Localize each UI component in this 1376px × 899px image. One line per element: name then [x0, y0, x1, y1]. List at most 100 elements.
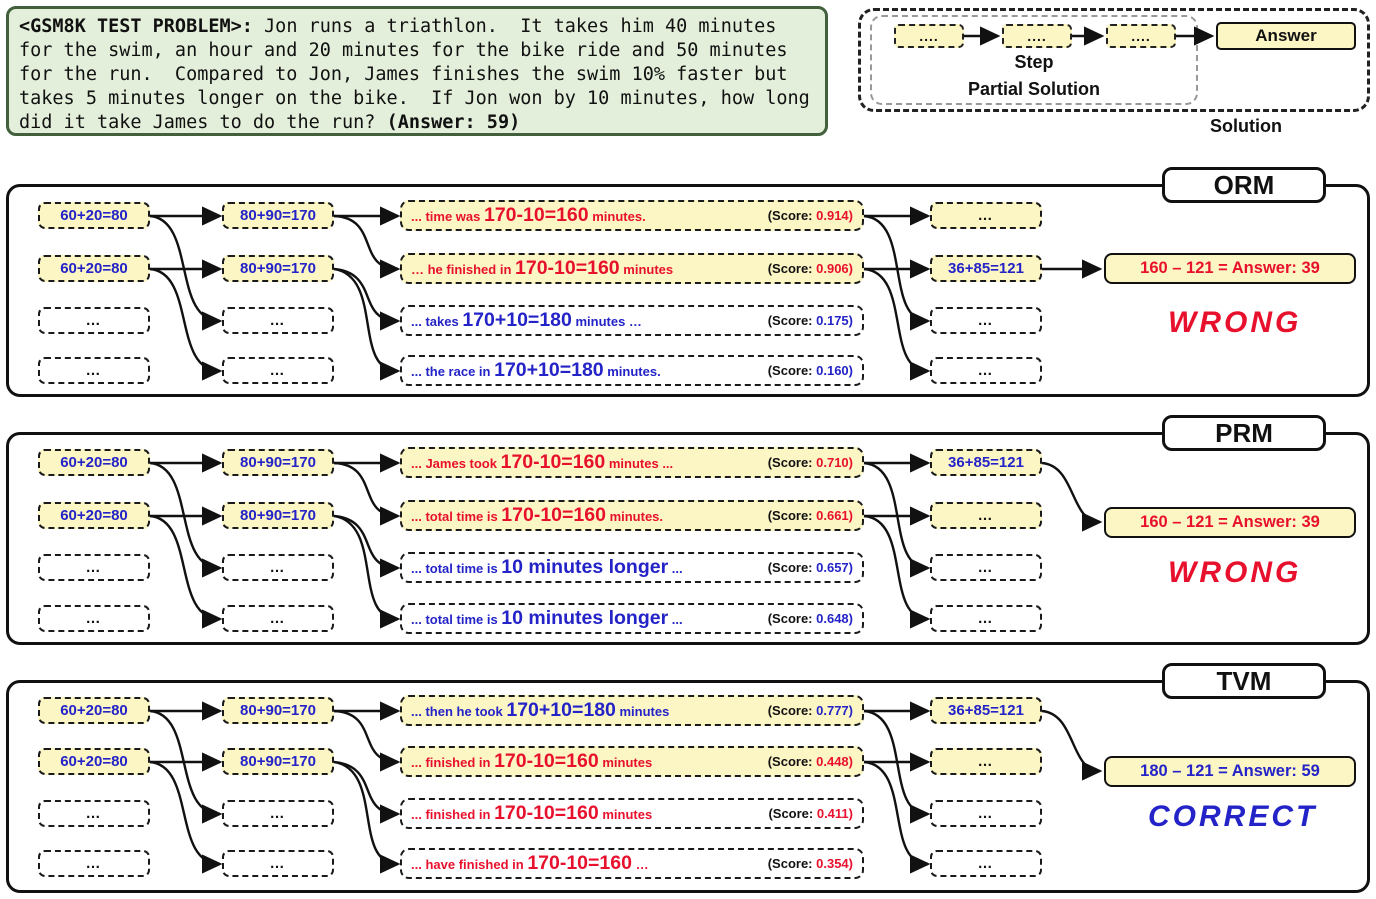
step-box: ... then he took 170+10=180 minutes (Sco… [400, 695, 864, 726]
score-value: 0.710) [816, 455, 853, 470]
step-post: … [631, 857, 649, 872]
node: … [930, 307, 1042, 334]
score-value: 0.661) [816, 508, 853, 523]
step-box: ... total time is 10 minutes longer ... … [400, 603, 864, 634]
score-label: (Score: [767, 208, 817, 223]
step-math: 170+10=180 [506, 699, 616, 721]
step-text: ... have finished in 170-10=160 … [411, 852, 649, 875]
step-box: ... James took 170-10=160 minutes ... (S… [400, 447, 864, 478]
step-score: (Score: 0.906) [768, 261, 853, 276]
step-score: (Score: 0.160) [768, 363, 853, 378]
node: … [222, 357, 334, 384]
node: … [930, 748, 1042, 775]
step-text: … he finished in 170-10=160 minutes [411, 257, 673, 280]
step-score: (Score: 0.648) [768, 611, 853, 626]
score-label: (Score: [767, 611, 817, 626]
node: … [930, 800, 1042, 827]
step-box: … he finished in 170-10=160 minutes (Sco… [400, 253, 864, 284]
node: 60+20=80 [38, 202, 150, 229]
step-score: (Score: 0.914) [768, 208, 853, 223]
step-post: minutes. [605, 509, 664, 524]
node: … [222, 554, 334, 581]
node: … [38, 554, 150, 581]
problem-body: Jon runs a triathlon. It takes him 40 mi… [19, 16, 821, 133]
score-value: 0.906) [816, 261, 853, 276]
step-post: minutes [598, 755, 653, 770]
step-post: minutes [615, 704, 670, 719]
step-text: ... takes 170+10=180 minutes … [411, 309, 642, 332]
node: 60+20=80 [38, 697, 150, 724]
score-value: 0.657) [816, 560, 853, 575]
score-value: 0.175) [816, 313, 853, 328]
node: … [38, 605, 150, 632]
node: 80+90=170 [222, 502, 334, 529]
score-label: (Score: [767, 856, 817, 871]
score-value: 0.914) [816, 208, 853, 223]
step-text: ... time was 170-10=160 minutes. [411, 204, 646, 227]
step-math: 170+10=180 [494, 359, 604, 381]
node: 80+90=170 [222, 202, 334, 229]
node: 60+20=80 [38, 502, 150, 529]
step-post: minutes [619, 262, 674, 277]
step-score: (Score: 0.448) [768, 754, 853, 769]
legend-partial-solution-label: Partial Solution [967, 79, 1100, 99]
node: … [38, 357, 150, 384]
score-label: (Score: [767, 560, 817, 575]
final-answer-box: 160 – 121 = Answer: 39 [1104, 253, 1356, 284]
node: … [38, 850, 150, 877]
verdict-label: CORRECT [1148, 800, 1318, 833]
step-box: ... total time is 170-10=160 minutes. (S… [400, 500, 864, 531]
step-pre: ... total time is [411, 509, 502, 524]
step-text: ... total time is 10 minutes longer ... [411, 607, 683, 630]
node: 60+20=80 [38, 255, 150, 282]
step-math: 170-10=160 [515, 257, 620, 279]
step-pre: ... total time is [411, 561, 502, 576]
step-pre: ... have finished in [411, 857, 528, 872]
step-text: ... the race in 170+10=180 minutes. [411, 359, 661, 382]
step-math: 170-10=160 [527, 852, 632, 874]
node: … [38, 800, 150, 827]
node: … [222, 850, 334, 877]
legend-solution-outline [858, 8, 1370, 112]
step-math: 170-10=160 [494, 802, 599, 824]
verdict-label: WRONG [1168, 306, 1302, 339]
step-box: ... total time is 10 minutes longer ... … [400, 552, 864, 583]
step-post: minutes ... [605, 456, 674, 471]
step-math: 10 minutes longer [501, 556, 669, 578]
step-math: 10 minutes longer [501, 607, 669, 629]
panel-prm-title: PRM [1162, 415, 1326, 451]
step-pre: … he finished in [411, 262, 516, 277]
step-math: 170-10=160 [501, 504, 606, 526]
node: 60+20=80 [38, 449, 150, 476]
step-text: ... finished in 170-10=160 minutes [411, 750, 652, 773]
step-score: (Score: 0.661) [768, 508, 853, 523]
node: … [38, 307, 150, 334]
score-value: 0.160) [816, 363, 853, 378]
legend-partial-solution-outline [870, 15, 1198, 105]
step-score: (Score: 0.411) [768, 806, 853, 821]
step-pre: ... time was [411, 209, 484, 224]
step-box: ... the race in 170+10=180 minutes. (Sco… [400, 355, 864, 386]
score-label: (Score: [767, 455, 817, 470]
step-box: ... have finished in 170-10=160 … (Score… [400, 848, 864, 879]
panel-orm-title: ORM [1162, 167, 1326, 203]
step-box: ... finished in 170-10=160 minutes (Scor… [400, 746, 864, 777]
problem-answer: (Answer: 59) [386, 112, 521, 133]
node: … [222, 800, 334, 827]
legend-answer-node: Answer [1216, 22, 1356, 50]
step-pre: ... finished in [411, 755, 495, 770]
score-value: 0.777) [816, 703, 853, 718]
step-math: 170-10=160 [494, 750, 599, 772]
node: … [930, 357, 1042, 384]
node: … [930, 605, 1042, 632]
legend-step-node: .... [894, 24, 964, 48]
step-pre: ... then he took [411, 704, 507, 719]
node: 80+90=170 [222, 748, 334, 775]
step-math: 170-10=160 [483, 204, 589, 226]
step-score: (Score: 0.354) [768, 856, 853, 871]
step-pre: ... James took [411, 456, 501, 471]
problem-label: <GSM8K TEST PROBLEM>: [19, 16, 253, 37]
score-label: (Score: [768, 806, 817, 821]
node: 36+85=121 [930, 255, 1042, 282]
